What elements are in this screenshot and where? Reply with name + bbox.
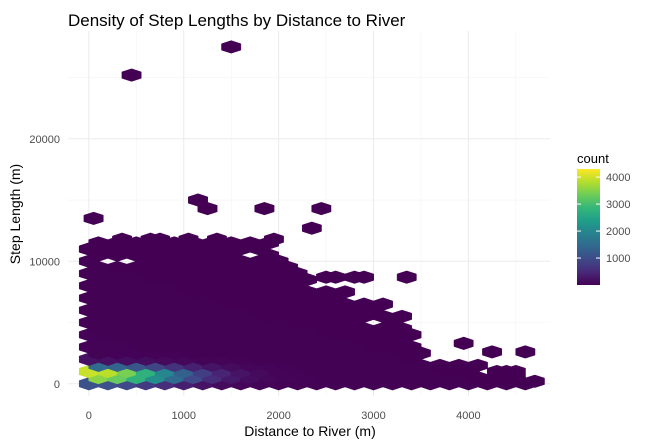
hex-cell [197,202,218,216]
hex-cell [311,202,332,216]
chart-title: Density of Step Lengths by Distance to R… [68,11,406,30]
x-tick-label: 3000 [361,410,385,422]
hex-cell [515,345,536,359]
hex-cell [150,232,170,246]
x-tick-label: 2000 [266,410,290,422]
hex-cell [221,40,242,54]
hex-cell [97,242,118,256]
hex-cell [121,68,142,82]
y-tick-label: 0 [54,379,60,391]
hex-cell [263,232,284,246]
x-tick-label: 0 [86,410,92,422]
hex-cell [207,232,227,246]
hex-cell [83,211,104,225]
hex-cell [392,309,412,323]
hex-cell [178,232,199,246]
hex-cell [112,232,133,246]
hex-cell [396,270,417,284]
x-axis-ticks: 0 1000 2000 3000 4000 [86,410,481,422]
hex-cell [467,358,488,372]
hex-cell [301,221,322,235]
hex-cell [453,336,474,350]
legend-tick-label: 2000 [606,226,630,238]
hexbin-cells [78,40,545,391]
x-tick-label: 1000 [172,410,196,422]
legend-ticks: 1000 2000 3000 4000 [577,172,630,265]
y-tick-label: 10000 [29,256,60,268]
hex-cell [335,285,355,299]
y-tick-label: 20000 [29,134,60,146]
legend-tick-label: 1000 [606,253,630,265]
hex-cell [482,345,503,359]
legend-title: count [577,151,609,166]
hex-cell [505,364,526,379]
x-tick-label: 4000 [456,410,480,422]
legend-colorbar [577,169,600,285]
y-axis-title: Step Length (m) [7,164,23,264]
hex-cell [254,202,275,216]
color-legend: count 1000 2000 3000 4000 [577,151,630,285]
legend-tick-label: 4000 [606,172,630,184]
hex-cell [524,374,545,388]
legend-tick-label: 3000 [606,199,630,211]
hex-cell [354,270,374,284]
x-axis-title: Distance to River (m) [244,423,375,439]
y-axis-ticks: 0 10000 20000 [29,134,60,391]
hex-cell [373,297,393,311]
